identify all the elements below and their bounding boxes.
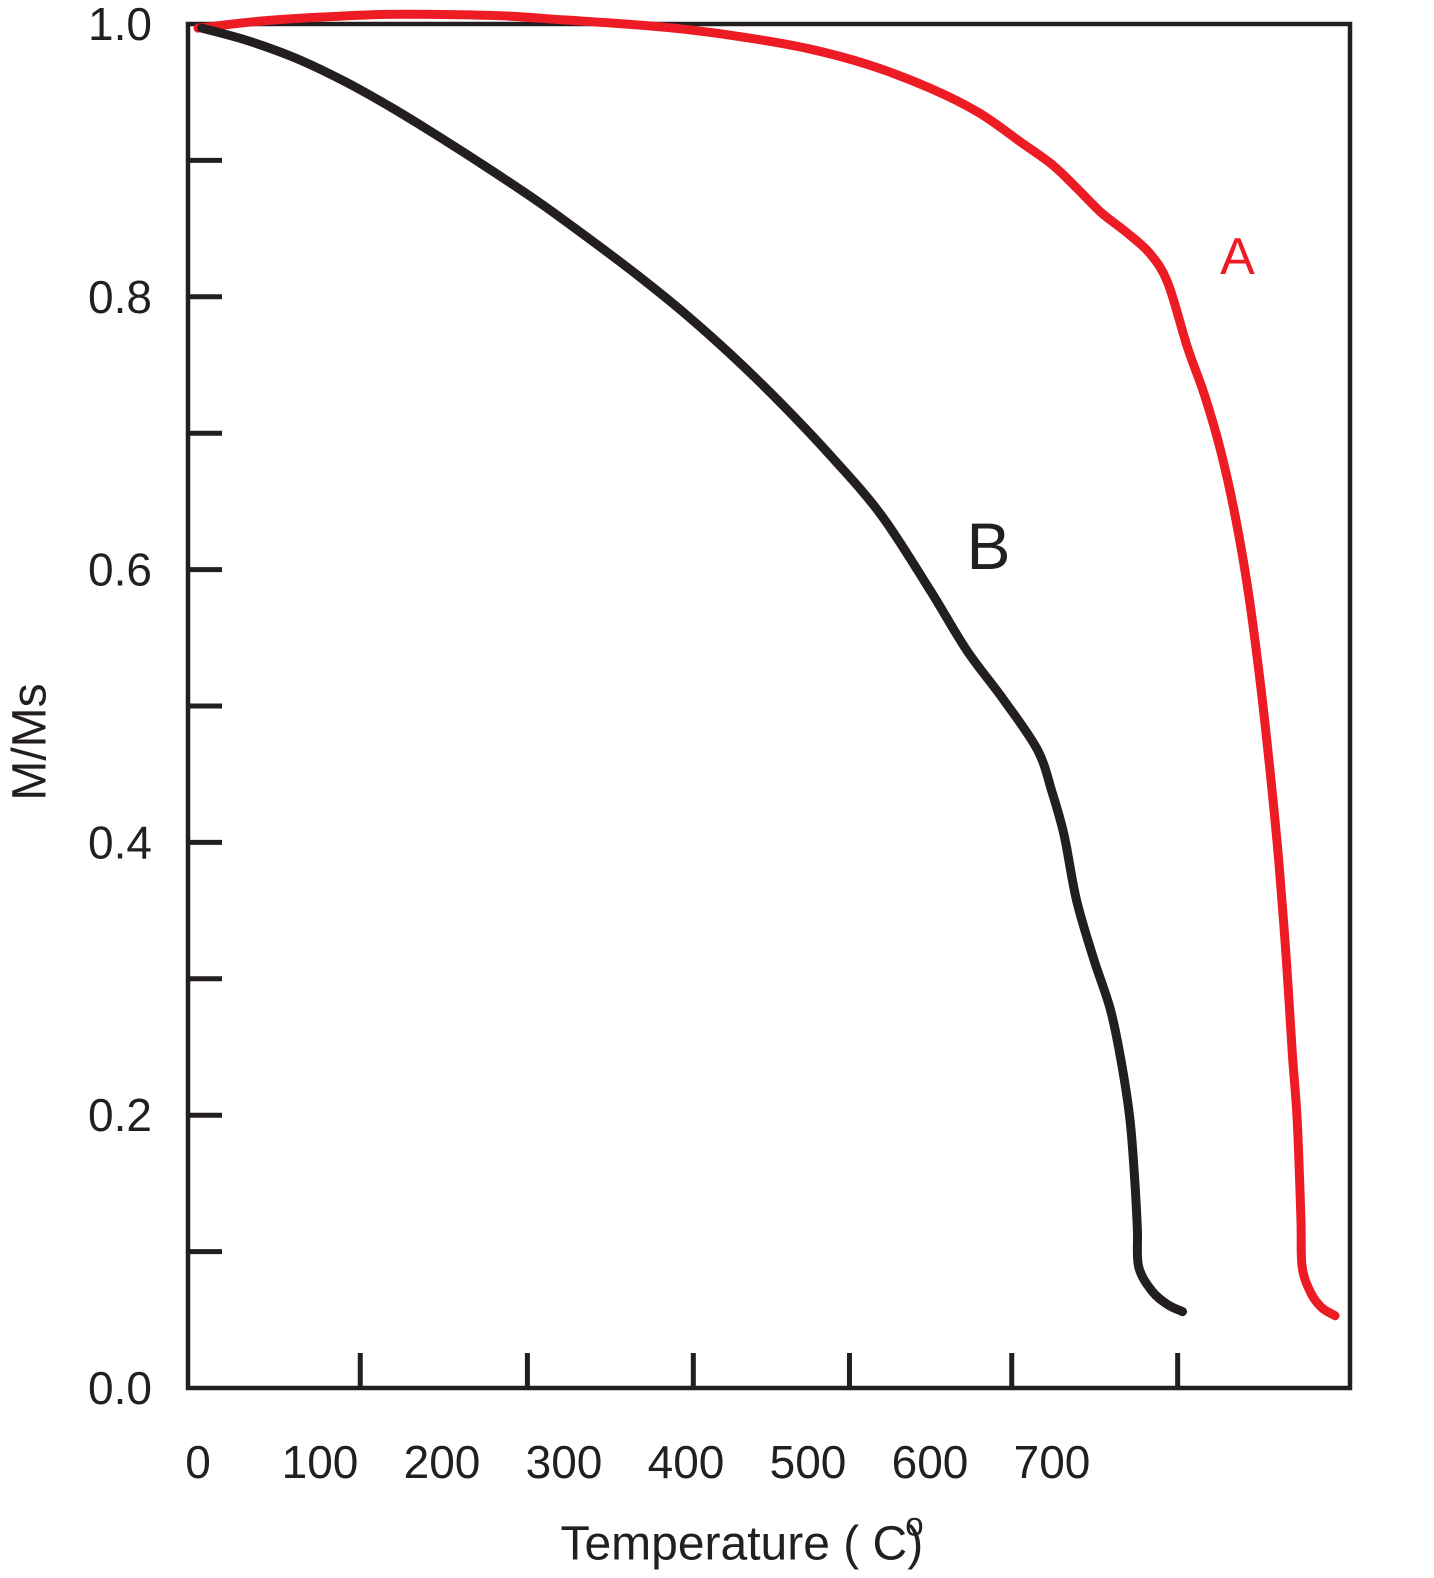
y-tick-label: 0.0: [88, 1362, 152, 1414]
x-tick-label: 0: [185, 1436, 211, 1488]
y-tick-label: 0.4: [88, 816, 152, 868]
plot-frame: [185, 21, 1353, 1391]
curve-label-b: B: [966, 509, 1011, 584]
y-tick-label: 0.6: [88, 544, 152, 596]
y-tick-label: 0.2: [88, 1089, 152, 1141]
y-axis-title: M/Ms: [3, 683, 57, 801]
x-axis-title: Temperature ( C)o: [560, 1506, 924, 1572]
x-axis-title-text: Temperature ( C): [560, 1517, 924, 1571]
curve-label-a: A: [1220, 228, 1255, 287]
x-tick-label: 600: [892, 1436, 969, 1488]
degree-superscript: o: [905, 1505, 924, 1543]
curve-a-line: [193, 9, 1340, 1321]
x-tick-label: 700: [1014, 1436, 1091, 1488]
y-tick-label: 1.0: [88, 0, 152, 50]
x-tick-label: 100: [282, 1436, 359, 1488]
x-tick-label: 200: [404, 1436, 481, 1488]
curve-b-line: [197, 23, 1188, 1317]
x-tick-label: 300: [526, 1436, 603, 1488]
x-tick-label: 500: [770, 1436, 847, 1488]
y-tick-label: 0.8: [88, 271, 152, 323]
x-tick-label: 400: [648, 1436, 725, 1488]
